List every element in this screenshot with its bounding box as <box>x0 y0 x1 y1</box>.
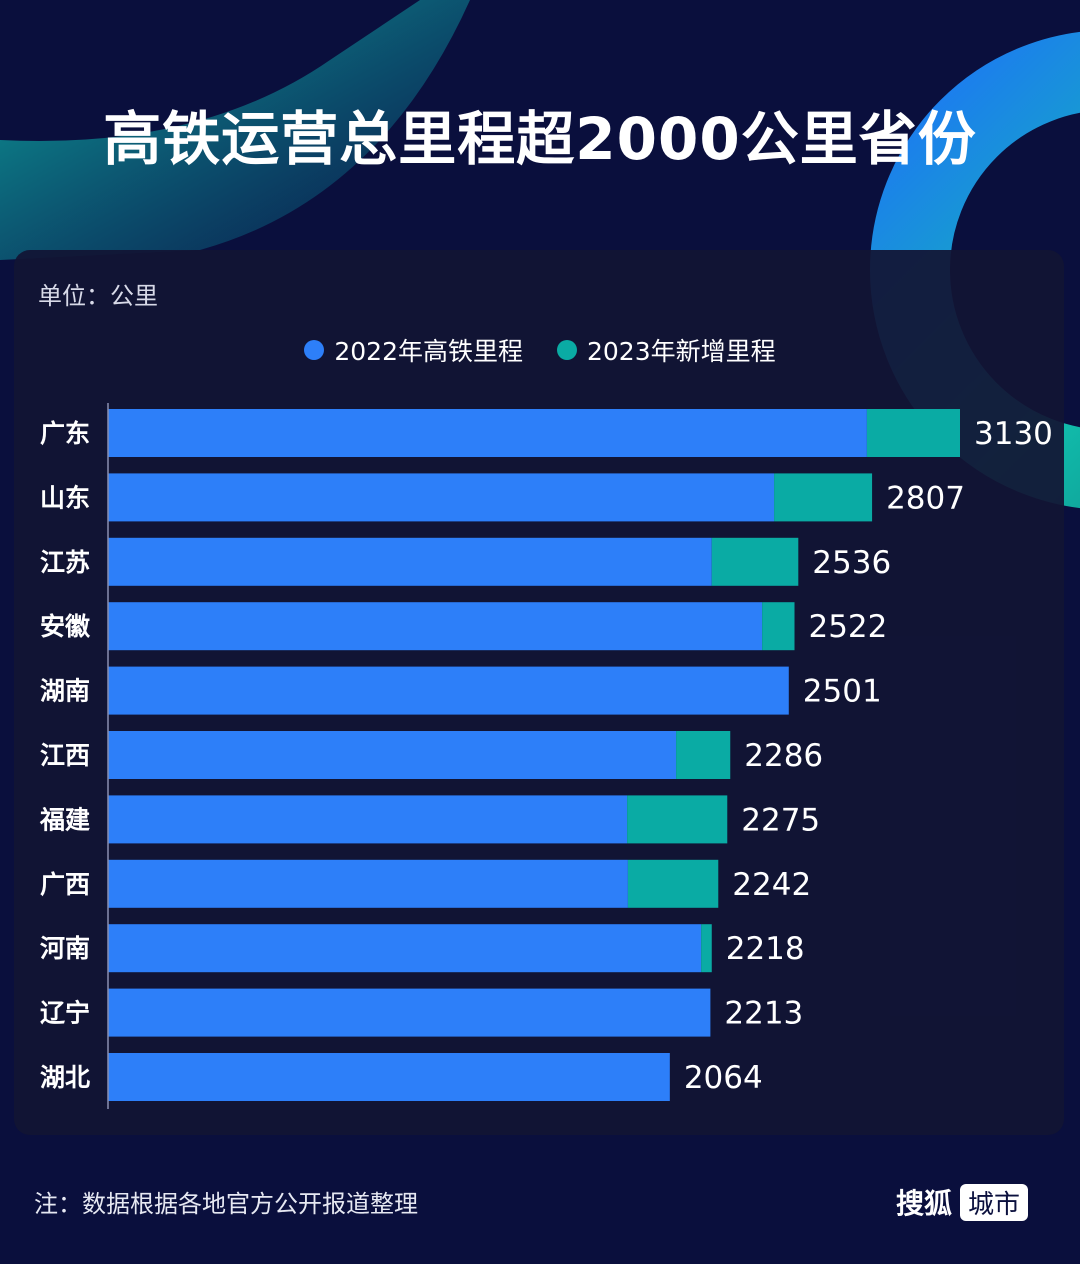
bar-2022-0 <box>108 409 867 457</box>
bar-2022-4 <box>108 666 789 715</box>
page-title: 高铁运营总里程超2000公里省份 <box>103 105 977 173</box>
category-label: 安徽 <box>40 612 91 641</box>
category-label: 湖北 <box>40 1063 90 1092</box>
bar-2023-0 <box>866 409 960 457</box>
bar-2022-10 <box>108 1053 670 1101</box>
category-label: 广西 <box>40 870 90 899</box>
category-label: 江苏 <box>40 548 90 577</box>
legend-item-2022: 2022年高铁里程 <box>304 332 523 368</box>
logo-brand: 搜狐 <box>896 1187 953 1220</box>
value-label: 2213 <box>724 996 803 1032</box>
unit-label: 单位：公里 <box>38 282 158 310</box>
legend: 2022年高铁里程 2023年新增里程 <box>0 332 1080 368</box>
value-label: 3130 <box>974 416 1053 452</box>
bar-2022-6 <box>108 795 628 844</box>
bar-2023-5 <box>676 731 731 779</box>
bar-2023-6 <box>627 795 728 844</box>
category-label: 山东 <box>40 483 90 512</box>
bar-2022-8 <box>108 924 702 973</box>
value-label: 2275 <box>741 802 820 838</box>
bar-2022-3 <box>108 602 763 651</box>
bar-2022-5 <box>108 731 677 779</box>
value-label: 2522 <box>808 609 887 645</box>
bar-2022-1 <box>108 473 775 522</box>
bar-2022-7 <box>108 859 628 908</box>
bar-2022-2 <box>108 537 712 586</box>
bar-2023-7 <box>627 859 719 908</box>
bar-2023-1 <box>774 473 873 522</box>
value-label: 2218 <box>726 931 805 967</box>
category-label: 广东 <box>40 419 90 448</box>
category-label: 辽宁 <box>40 999 90 1028</box>
value-label: 2536 <box>812 545 891 581</box>
value-label: 2286 <box>744 738 823 774</box>
bar-2022-9 <box>108 988 711 1037</box>
legend-label-2023: 2023年新增里程 <box>587 337 776 366</box>
logo-tag: 城市 <box>960 1183 1029 1221</box>
footnote: 注：数据根据各地官方公开报道整理 <box>34 1190 418 1218</box>
legend-dot-2022 <box>304 340 325 360</box>
category-label: 福建 <box>39 805 90 834</box>
category-label: 湖南 <box>40 677 90 706</box>
bar-2023-8 <box>701 924 712 973</box>
legend-dot-2023 <box>557 340 577 360</box>
category-label: 江西 <box>40 741 90 770</box>
legend-label-2022: 2022年高铁里程 <box>334 337 523 366</box>
category-label: 河南 <box>40 934 90 963</box>
sohu-city-logo: 搜狐 城市 <box>896 1182 1029 1222</box>
value-label: 2242 <box>732 867 811 903</box>
bar-2023-2 <box>711 537 799 586</box>
value-label: 2064 <box>684 1060 763 1096</box>
value-label: 2807 <box>886 480 965 516</box>
legend-item-2023: 2023年新增里程 <box>557 332 776 368</box>
value-label: 2501 <box>803 674 882 710</box>
bar-2023-3 <box>762 602 795 651</box>
